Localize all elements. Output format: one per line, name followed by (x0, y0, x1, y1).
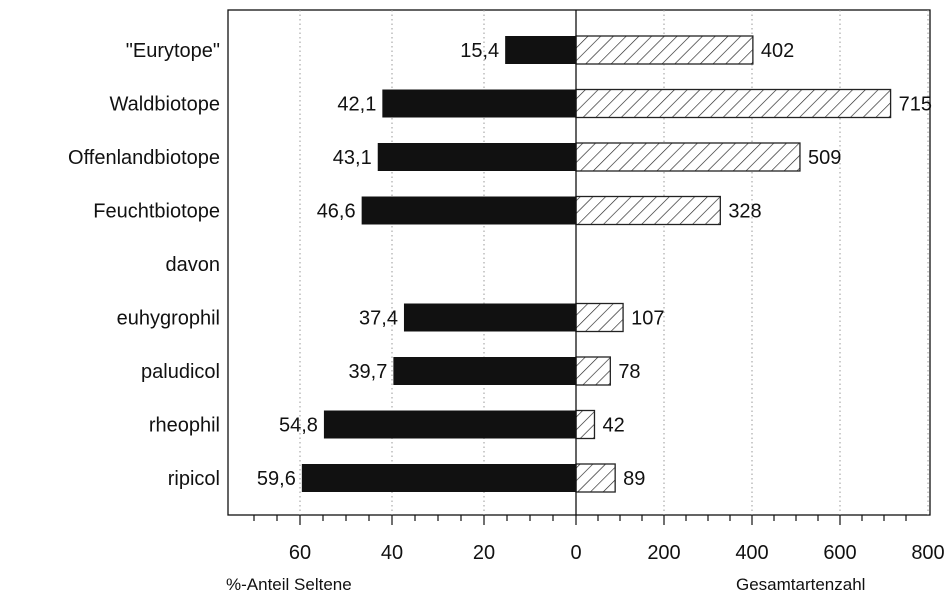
bar-gesamt (575, 88, 892, 119)
value-label-seltene: 37,4 (359, 308, 398, 330)
tick-label-right: 400 (735, 542, 768, 564)
tick-label-right: 800 (911, 542, 944, 564)
bar-gesamt (575, 302, 624, 333)
value-label-seltene: 54,8 (279, 415, 318, 437)
bar-seltene (301, 464, 576, 492)
category-label: Feuchtbiotope (93, 201, 220, 223)
bar-seltene (403, 303, 576, 332)
value-label-gesamt: 509 (808, 147, 841, 169)
value-label-gesamt: 715 (899, 94, 932, 116)
gridlines (299, 10, 929, 515)
value-label-seltene: 42,1 (337, 94, 376, 116)
value-label-gesamt: 78 (618, 361, 640, 383)
bar-seltene (323, 410, 576, 439)
tick-label-left: 0 (570, 542, 581, 564)
category-label: euhygrophil (117, 308, 220, 330)
bar-seltene (382, 89, 576, 118)
bar-gesamt (575, 142, 801, 172)
bar-gesamt (575, 35, 754, 65)
bar-gesamt (575, 195, 721, 226)
category-label: Waldbiotope (110, 94, 220, 116)
bar-gesamt (575, 463, 616, 493)
tick-label-right: 600 (823, 542, 856, 564)
value-label-gesamt: 42 (602, 415, 624, 437)
category-label: davon (166, 254, 221, 276)
value-label-seltene: 46,6 (317, 201, 356, 223)
bar-gesamt (575, 409, 596, 440)
value-label-gesamt: 89 (623, 468, 645, 490)
tick-label-left: 20 (473, 542, 495, 564)
value-label-seltene: 59,6 (257, 468, 296, 490)
category-label: "Eurytope" (126, 40, 220, 62)
category-label: ripicol (168, 468, 220, 490)
tick-label-left: 60 (289, 542, 311, 564)
value-label-seltene: 15,4 (460, 40, 499, 62)
bar-gesamt (575, 356, 611, 386)
category-label: Offenlandbiotope (68, 147, 220, 169)
bar-seltene (377, 143, 576, 171)
value-label-seltene: 43,1 (333, 147, 372, 169)
plot-frame (227, 9, 931, 516)
value-label-gesamt: 402 (761, 40, 794, 62)
bar-seltene (361, 196, 576, 225)
category-label: paludicol (141, 361, 220, 383)
tick-label-right: 200 (647, 542, 680, 564)
right-axis-title: Gesamtartenzahl (736, 575, 865, 594)
left-axis-title: %-Anteil Seltene (226, 575, 352, 594)
value-label-gesamt: 107 (631, 308, 664, 330)
value-label-seltene: 39,7 (348, 361, 387, 383)
bar-seltene (393, 357, 576, 385)
bars (301, 35, 892, 493)
tick-marks: 60 40 20 0 200 400 600 800 (253, 515, 945, 564)
labels: "Eurytope" 15,4 402 Waldbiotope 42,1 715 Offen… (68, 40, 932, 490)
tick-label-left: 40 (381, 542, 403, 564)
bar-seltene (505, 36, 576, 64)
category-label: rheophil (149, 415, 220, 437)
value-label-gesamt: 328 (728, 201, 761, 223)
